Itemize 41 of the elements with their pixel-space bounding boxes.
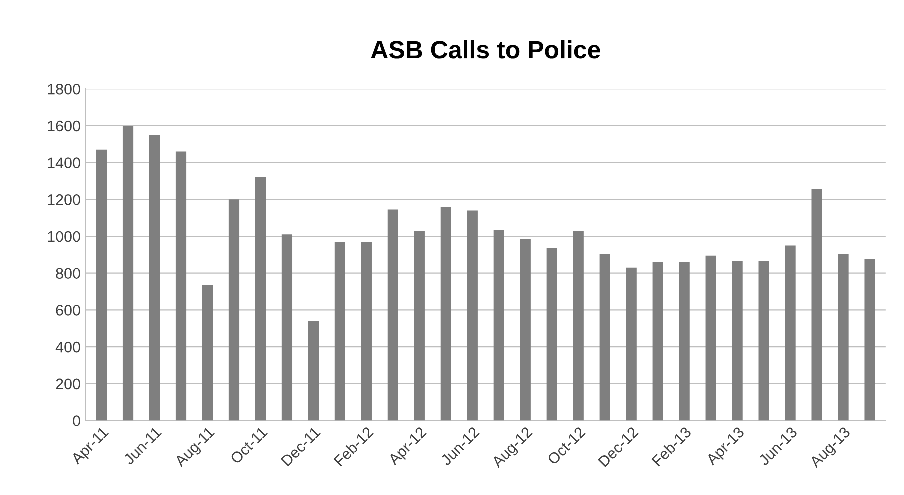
bar (546, 248, 558, 421)
bar (812, 190, 822, 421)
bar (652, 262, 664, 421)
bar (361, 242, 372, 421)
y-tick-label: 1600 (48, 120, 80, 132)
bar (228, 200, 240, 421)
bar (440, 207, 452, 421)
bar (202, 285, 214, 421)
bar (388, 210, 398, 421)
y-tick-label: 200 (56, 378, 80, 390)
bar (573, 230, 584, 421)
bar (334, 242, 346, 421)
y-tick-label: 0 (73, 416, 80, 426)
bar (626, 268, 637, 421)
bar (838, 254, 849, 421)
bar (176, 152, 187, 421)
bar (732, 261, 743, 421)
bar (122, 126, 134, 421)
y-tick-label: 400 (56, 342, 80, 353)
y-tick-label: 800 (56, 268, 80, 280)
y-tick-label: 1000 (48, 231, 80, 242)
bar (467, 210, 478, 421)
chart-title: ASB Calls to Police (371, 40, 600, 59)
y-tick-label: 1400 (48, 158, 80, 168)
bar (864, 260, 876, 421)
bar (282, 234, 293, 421)
bar (785, 246, 796, 421)
bar (600, 254, 610, 421)
bar (520, 239, 531, 421)
y-tick-label: 600 (56, 305, 80, 316)
bar (706, 256, 716, 421)
y-tick-label: 1800 (48, 84, 80, 95)
bar (758, 261, 770, 421)
bar (149, 135, 160, 421)
bar (414, 230, 425, 421)
y-tick-label: 1200 (48, 194, 80, 206)
bar (96, 150, 108, 421)
bar (308, 321, 320, 421)
bar (679, 262, 690, 421)
bar (255, 178, 266, 421)
bar (494, 230, 504, 421)
